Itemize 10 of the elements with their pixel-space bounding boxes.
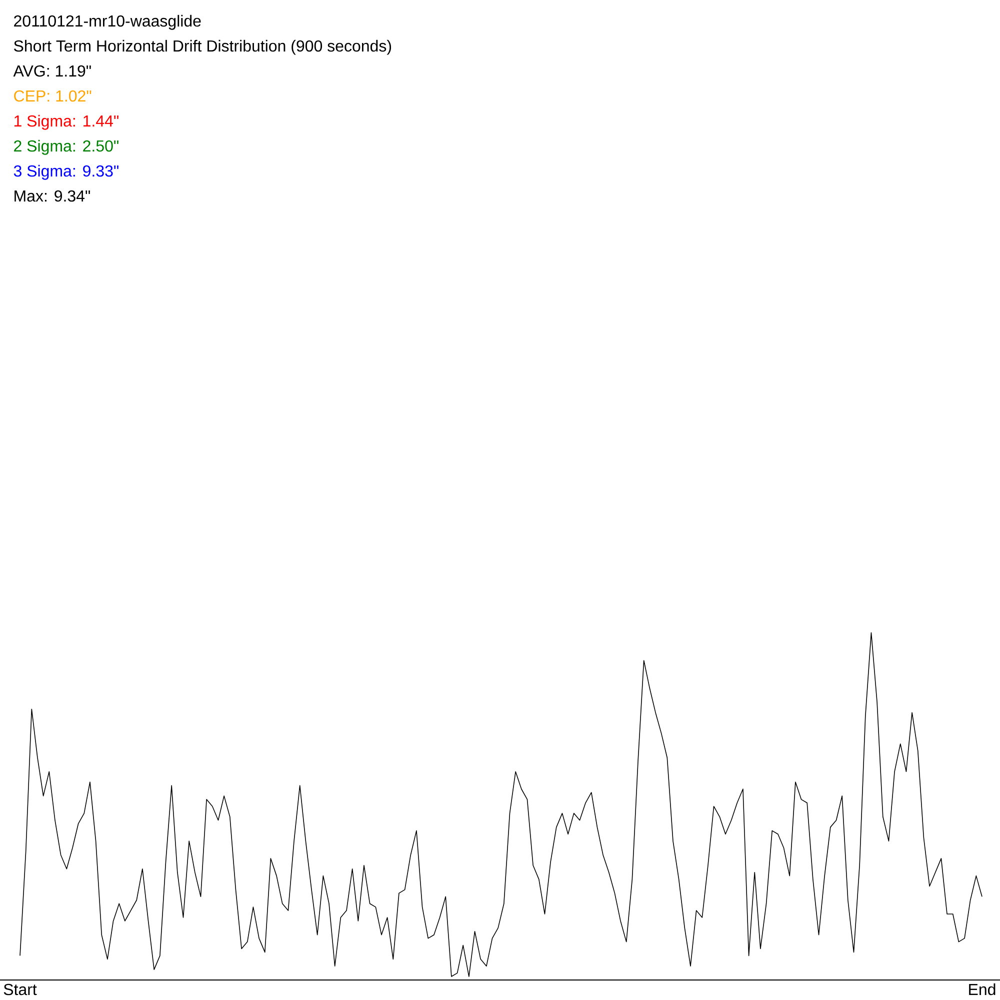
x-tick-label: End [969,983,996,996]
text: AVG: 1.19" [13,65,91,77]
text: CEP: 1.02" [14,90,92,102]
text: 1 Sigma: 1.44" [14,114,118,130]
text: Max: 9.34" [14,190,90,202]
chart-subtitle: Short Term Horizontal Drift Distribution (900 seconds) [14,40,392,55]
text: 2 Sigma: 2.50" [14,140,118,155]
text: 3 Sigma: 9.33" [14,164,118,180]
chart-title: 20110121-mr10-waasglide [14,14,201,30]
x-tick-label: Start [4,984,37,996]
